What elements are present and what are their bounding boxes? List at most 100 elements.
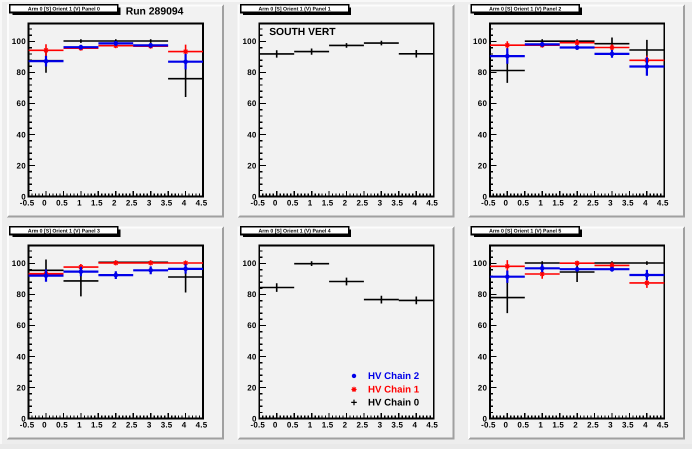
svg-text:0: 0: [483, 192, 488, 201]
svg-text:3.5: 3.5: [622, 421, 634, 430]
svg-text:Arm 0 [S] Orient 1 (V) Panel 3: Arm 0 [S] Orient 1 (V) Panel 3: [28, 229, 100, 235]
svg-text:20: 20: [247, 161, 257, 170]
svg-text:1: 1: [77, 421, 82, 430]
svg-text:HV Chain 1: HV Chain 1: [368, 385, 420, 396]
svg-text:Arm 0 [S] Orient 1 (V) Panel 5: Arm 0 [S] Orient 1 (V) Panel 5: [489, 229, 561, 235]
svg-text:40: 40: [478, 130, 488, 139]
svg-text:2: 2: [112, 421, 117, 430]
svg-text:Arm 0 [S] Orient 1 (V) Panel 1: Arm 0 [S] Orient 1 (V) Panel 1: [259, 7, 331, 13]
svg-text:20: 20: [478, 383, 488, 392]
svg-text:0.5: 0.5: [56, 199, 68, 208]
svg-text:1.5: 1.5: [322, 421, 334, 430]
svg-text:4: 4: [643, 199, 648, 208]
svg-text:-0.5: -0.5: [481, 199, 496, 208]
svg-text:0: 0: [503, 199, 508, 208]
svg-text:1.5: 1.5: [91, 199, 103, 208]
svg-text:2.5: 2.5: [357, 421, 369, 430]
svg-text:1.5: 1.5: [91, 421, 103, 430]
svg-text:100: 100: [473, 37, 487, 46]
svg-text:-0.5: -0.5: [481, 421, 496, 430]
svg-text:2: 2: [343, 199, 348, 208]
svg-text:60: 60: [17, 99, 27, 108]
svg-text:0.5: 0.5: [287, 421, 299, 430]
svg-text:1: 1: [308, 199, 313, 208]
svg-text:Arm 0 [S] Orient 1 (V) Panel 2: Arm 0 [S] Orient 1 (V) Panel 2: [489, 7, 561, 13]
svg-text:-0.5: -0.5: [251, 199, 266, 208]
svg-text:0: 0: [42, 199, 47, 208]
svg-text:40: 40: [247, 352, 257, 361]
svg-text:2: 2: [343, 421, 348, 430]
svg-text:4.5: 4.5: [196, 421, 208, 430]
svg-text:3.5: 3.5: [391, 421, 403, 430]
svg-text:-0.5: -0.5: [20, 199, 35, 208]
svg-text:Arm 0 [S] Orient 1 (V) Panel 4: Arm 0 [S] Orient 1 (V) Panel 4: [259, 229, 331, 235]
svg-text:100: 100: [12, 37, 26, 46]
svg-text:4.5: 4.5: [426, 421, 438, 430]
svg-text:40: 40: [17, 130, 27, 139]
svg-text:3.5: 3.5: [622, 199, 634, 208]
svg-text:3: 3: [608, 199, 613, 208]
svg-text:3: 3: [147, 421, 152, 430]
svg-text:4: 4: [412, 199, 417, 208]
svg-text:2: 2: [112, 199, 117, 208]
svg-text:0.5: 0.5: [517, 421, 529, 430]
svg-text:0: 0: [252, 414, 257, 423]
svg-text:60: 60: [247, 321, 257, 330]
svg-text:80: 80: [247, 68, 257, 77]
svg-text:80: 80: [478, 68, 488, 77]
svg-text:60: 60: [478, 99, 488, 108]
svg-text:2.5: 2.5: [126, 199, 138, 208]
svg-text:100: 100: [473, 259, 487, 268]
svg-text:80: 80: [17, 68, 27, 77]
svg-text:40: 40: [478, 352, 488, 361]
svg-text:2.5: 2.5: [587, 199, 599, 208]
svg-text:4.5: 4.5: [196, 199, 208, 208]
svg-text:60: 60: [478, 321, 488, 330]
svg-text:1.5: 1.5: [552, 199, 564, 208]
svg-text:1: 1: [538, 421, 543, 430]
svg-text:Run 289094: Run 289094: [126, 6, 184, 17]
svg-text:1: 1: [308, 421, 313, 430]
svg-text:2.5: 2.5: [126, 421, 138, 430]
svg-text:0.5: 0.5: [517, 199, 529, 208]
svg-text:100: 100: [242, 37, 256, 46]
svg-text:3.5: 3.5: [391, 199, 403, 208]
svg-text:2: 2: [573, 199, 578, 208]
svg-text:4.5: 4.5: [657, 199, 669, 208]
svg-text:1.5: 1.5: [322, 199, 334, 208]
svg-text:4: 4: [182, 199, 187, 208]
svg-text:-0.5: -0.5: [251, 421, 266, 430]
svg-text:0: 0: [21, 192, 26, 201]
svg-text:0: 0: [21, 414, 26, 423]
svg-text:2: 2: [573, 421, 578, 430]
svg-text:0: 0: [273, 199, 278, 208]
svg-text:4.5: 4.5: [426, 199, 438, 208]
svg-text:100: 100: [242, 259, 256, 268]
svg-text:40: 40: [17, 352, 27, 361]
svg-text:Arm 0 [S] Orient 1 (V) Panel 0: Arm 0 [S] Orient 1 (V) Panel 0: [28, 7, 100, 13]
svg-text:3.5: 3.5: [161, 199, 173, 208]
svg-text:20: 20: [247, 383, 257, 392]
svg-text:0.5: 0.5: [56, 421, 68, 430]
svg-text:1.5: 1.5: [552, 421, 564, 430]
svg-text:0: 0: [42, 421, 47, 430]
svg-text:1: 1: [538, 199, 543, 208]
svg-text:0: 0: [273, 421, 278, 430]
svg-text:0: 0: [252, 192, 257, 201]
svg-text:80: 80: [478, 290, 488, 299]
svg-text:HV Chain 0: HV Chain 0: [368, 398, 419, 409]
svg-text:60: 60: [247, 99, 257, 108]
svg-text:2.5: 2.5: [587, 421, 599, 430]
svg-text:3.5: 3.5: [161, 421, 173, 430]
svg-text:4: 4: [182, 421, 187, 430]
svg-text:3: 3: [147, 199, 152, 208]
svg-text:HV Chain 2: HV Chain 2: [368, 371, 419, 382]
svg-text:4: 4: [412, 421, 417, 430]
svg-text:4: 4: [643, 421, 648, 430]
svg-text:3: 3: [378, 421, 383, 430]
svg-text:40: 40: [247, 130, 257, 139]
svg-text:2.5: 2.5: [357, 199, 369, 208]
svg-text:3: 3: [608, 421, 613, 430]
svg-text:4.5: 4.5: [657, 421, 669, 430]
svg-text:0: 0: [483, 414, 488, 423]
